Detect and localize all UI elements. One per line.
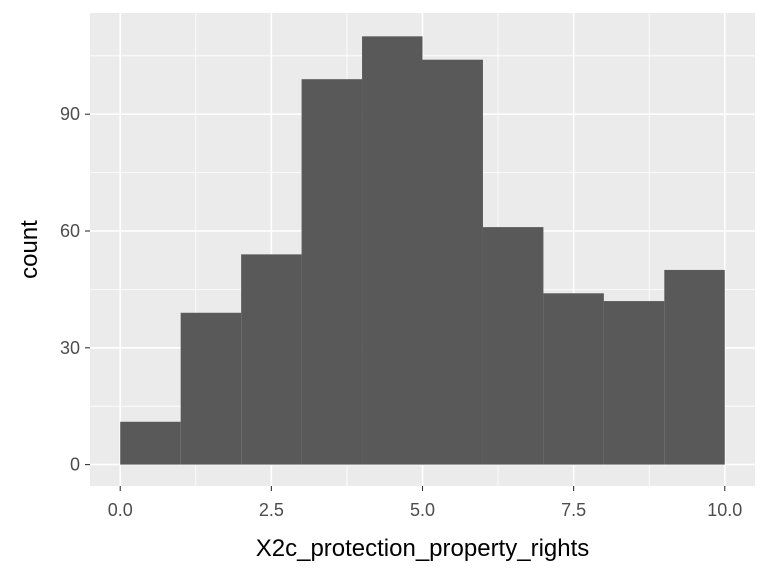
y-tick-label: 60	[60, 221, 80, 241]
y-tick-label: 0	[70, 455, 80, 475]
y-tick-label: 90	[60, 104, 80, 124]
x-tick-label: 2.5	[259, 500, 284, 520]
x-tick-label: 10.0	[707, 500, 742, 520]
y-tick-label: 30	[60, 338, 80, 358]
histogram-bar	[120, 421, 181, 465]
histogram-bar	[543, 293, 604, 465]
histogram-bars	[120, 36, 725, 465]
histogram-bar	[664, 269, 725, 465]
x-axis-title: X2c_protection_property_rights	[256, 535, 590, 562]
histogram-bar	[180, 312, 242, 465]
histogram-bar	[422, 59, 483, 465]
y-axis-title: count	[16, 220, 43, 279]
histogram-bar	[482, 227, 544, 465]
y-axis: 0 30 60 90	[60, 104, 90, 475]
x-axis: 0.0 2.5 5.0 7.5 10.0	[108, 486, 742, 520]
histogram-bar	[301, 79, 363, 465]
histogram-bar	[603, 301, 665, 465]
x-tick-label: 5.0	[410, 500, 435, 520]
histogram-bar	[362, 36, 423, 465]
x-tick-label: 7.5	[561, 500, 586, 520]
x-tick-label: 0.0	[108, 500, 133, 520]
histogram-bar	[241, 254, 302, 465]
